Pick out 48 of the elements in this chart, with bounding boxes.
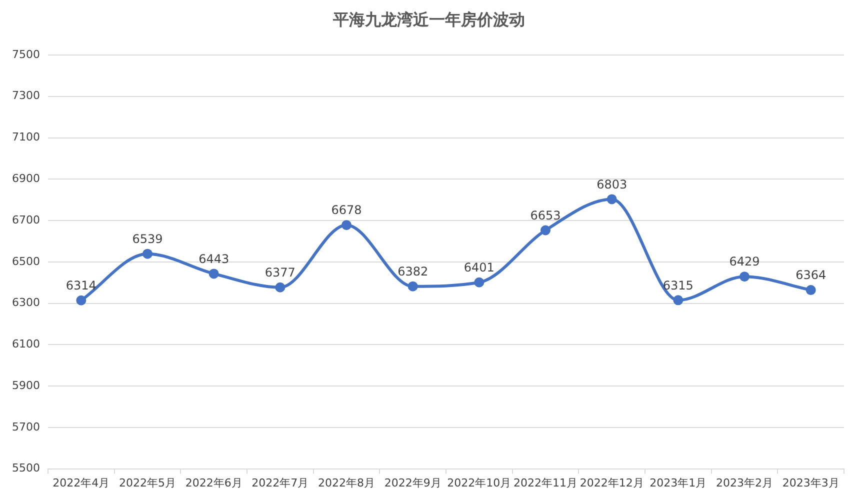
point (341, 220, 352, 230)
x-tick-label: 2022年7月 (252, 476, 309, 490)
point (540, 225, 550, 236)
y-tick-label: 5900 (12, 378, 40, 392)
point (208, 268, 219, 279)
data-label: 6314 (66, 278, 96, 293)
point (142, 248, 152, 259)
data-label: 6443 (198, 252, 230, 266)
data-label: 6377 (264, 265, 296, 280)
y-tick-label: 6500 (12, 254, 40, 268)
point (740, 272, 750, 282)
x-tick-label: 2022年4月 (52, 476, 110, 490)
data-label: 6539 (132, 232, 163, 246)
chart-title: 平海九龙湾近一年房价波动 (332, 10, 526, 31)
data-label: 6678 (331, 203, 362, 218)
x-tick-label: 2022年5月 (118, 476, 176, 490)
y-tick-label: 5700 (12, 420, 40, 434)
data-label: 6653 (530, 208, 561, 222)
data-label: 6382 (398, 264, 428, 278)
x-tick-label: 2022年10月 (447, 476, 512, 490)
y-tick-label: 6300 (12, 296, 40, 310)
x-tick-label: 2022年8月 (318, 476, 375, 490)
x-tick-label: 2022年9月 (384, 476, 442, 490)
x-tick-label: 2022年11月 (514, 476, 578, 490)
point (275, 282, 286, 292)
y-tick-label: 6700 (12, 213, 40, 226)
point (606, 194, 617, 204)
point (474, 277, 484, 288)
point (408, 281, 418, 292)
y-tick-label: 7100 (12, 130, 40, 144)
data-label: 6429 (729, 254, 760, 269)
point (806, 285, 816, 296)
x-tick-label: 2022年12月 (580, 476, 644, 490)
data-label: 6401 (464, 260, 494, 275)
x-tick-label: 2022年6月 (185, 476, 242, 490)
data-label: 6315 (662, 278, 694, 292)
y-tick-label: 7300 (12, 89, 40, 102)
y-tick-label: 6100 (12, 338, 40, 351)
y-tick-label: 5500 (12, 462, 40, 475)
point (673, 295, 684, 306)
y-tick-label: 7500 (12, 48, 40, 61)
x-tick-label: 2023年2月 (716, 476, 773, 490)
y-tick-label: 6900 (12, 172, 40, 185)
x-tick-label: 2023年1月 (650, 476, 707, 490)
x-tick-label: 2023年3月 (782, 476, 840, 490)
data-label: 6803 (596, 177, 628, 192)
data-label: 6364 (796, 268, 826, 282)
point (76, 295, 86, 306)
